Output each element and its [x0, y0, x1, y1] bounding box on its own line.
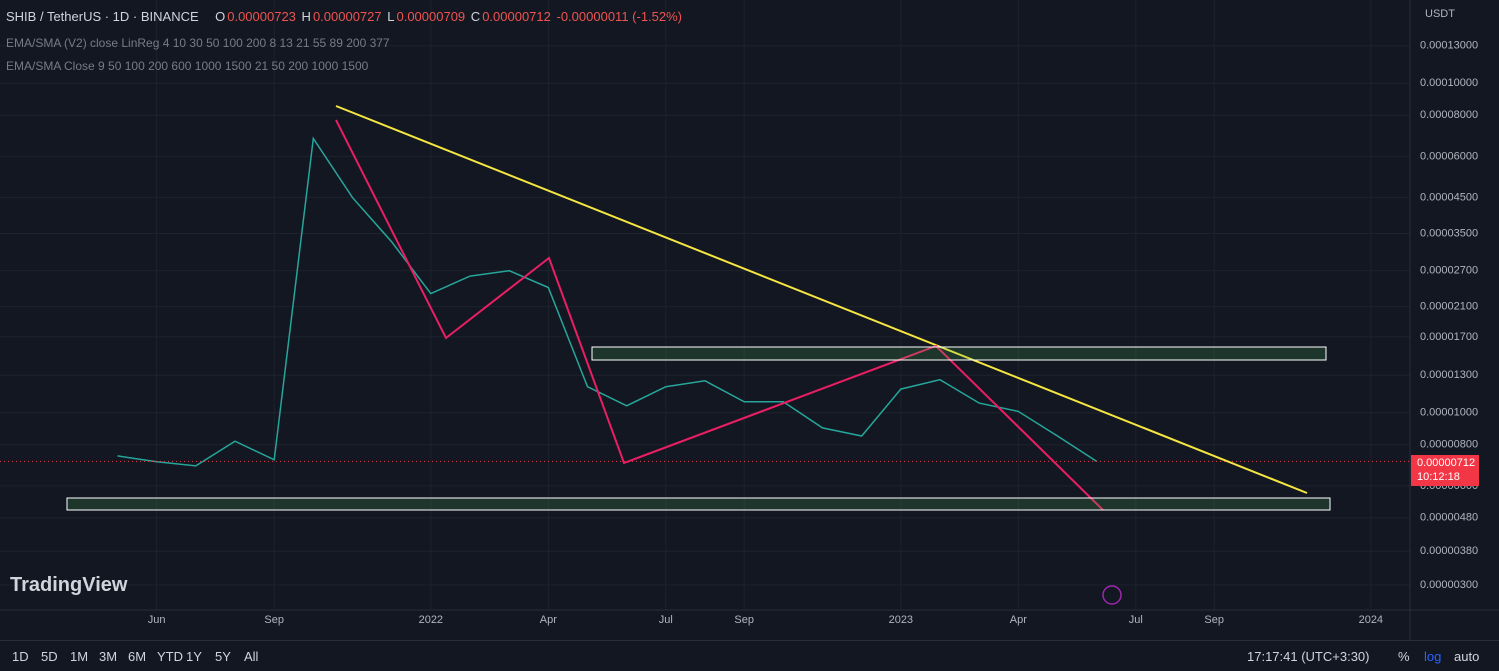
x-tick-label: Sep [1204, 614, 1224, 626]
x-tick-label: 2022 [419, 614, 443, 626]
change: -0.00000011 (-1.52%) [556, 9, 683, 24]
range-button[interactable]: All [244, 649, 259, 664]
h-label: H [301, 9, 311, 24]
y-tick-label: 0.00000300 [1420, 579, 1478, 591]
y-tick-label: 0.00010000 [1420, 77, 1478, 89]
x-tick-label: Jul [659, 614, 673, 626]
price-label: 0.00000712 10:12:18 [1411, 455, 1479, 486]
x-tick-label: Jul [1129, 614, 1143, 626]
o-label: O [215, 9, 226, 24]
x-tick-label: Apr [1010, 614, 1027, 626]
range-button[interactable]: 1D [12, 649, 29, 664]
range-button[interactable]: 3M [99, 649, 118, 664]
currency[interactable]: USDT [1425, 8, 1455, 20]
open: 0.00000723 [227, 9, 296, 24]
logo[interactable]: TradingView [10, 574, 128, 596]
range-button[interactable]: 1M [70, 649, 89, 664]
y-tick-label: 0.00004500 [1420, 191, 1478, 203]
range-button[interactable]: 5D [41, 649, 58, 664]
y-tick-label: 0.00002700 [1420, 265, 1478, 277]
x-tick-label: Sep [734, 614, 754, 626]
x-tick-label: Apr [540, 614, 557, 626]
y-tick-label: 0.00013000 [1420, 40, 1478, 52]
percent-toggle[interactable]: % [1398, 649, 1410, 664]
range-button[interactable]: 6M [128, 649, 147, 664]
y-tick-label: 0.00008000 [1420, 109, 1478, 121]
y-tick-label: 0.00003500 [1420, 227, 1478, 239]
trendline [335, 105, 1308, 494]
x-tick-label: 2023 [889, 614, 913, 626]
log-toggle[interactable]: log [1424, 649, 1442, 664]
bottom-toolbar: 17:17:41 (UTC+3:30) % log auto 1D 5D 1M 3M 6… [0, 640, 1499, 671]
y-tick-label: 0.00006000 [1420, 150, 1478, 162]
symbol-header: SHIB / TetherUS · 1D · BINANCE O 0.000007… [6, 9, 684, 24]
chart: USDT 0.00013000 0.00010000 0.00008000 0.000… [0, 0, 1499, 640]
last-price: 0.00000712 [1417, 457, 1476, 469]
countdown: 10:12:18 [1417, 471, 1460, 483]
zigzag [335, 119, 1104, 511]
range-button[interactable]: 1Y [186, 649, 202, 664]
y-tick-label: 0.00001700 [1420, 331, 1478, 343]
low: 0.00000709 [396, 9, 466, 24]
y-tick-label: 0.00000800 [1420, 439, 1478, 451]
y-tick-label: 0.00001000 [1420, 407, 1478, 419]
clock: 17:17:41 (UTC+3:30) [1247, 649, 1370, 664]
y-tick-label: 0.00000480 [1420, 512, 1478, 524]
high: 0.00000727 [312, 9, 382, 24]
indicator[interactable]: EMA/SMA Close 9 50 100 200 600 1000 1500… [6, 59, 369, 73]
l-label: L [387, 9, 395, 24]
symbol[interactable]: SHIB / TetherUS · 1D · BINANCE [6, 9, 199, 24]
events-icon[interactable] [1102, 585, 1122, 605]
auto-toggle[interactable]: auto [1454, 649, 1480, 664]
support-zone [66, 497, 1331, 511]
x-tick-label: Jun [148, 614, 166, 626]
resistance-zone [591, 346, 1327, 361]
price-line [117, 136, 1098, 467]
c-label: C [470, 9, 481, 24]
range-button[interactable]: 5Y [215, 649, 231, 664]
y-tick-label: 0.00001300 [1420, 369, 1478, 381]
y-tick-label: 0.00000380 [1420, 545, 1478, 557]
y-tick-label: 0.00002100 [1420, 301, 1478, 313]
close: 0.00000712 [482, 9, 551, 24]
x-tick-label: 2024 [1359, 614, 1383, 626]
x-tick-label: Sep [264, 614, 284, 626]
indicator[interactable]: EMA/SMA (V2) close LinReg 4 10 30 50 100… [6, 36, 390, 50]
range-button[interactable]: YTD [157, 649, 183, 664]
